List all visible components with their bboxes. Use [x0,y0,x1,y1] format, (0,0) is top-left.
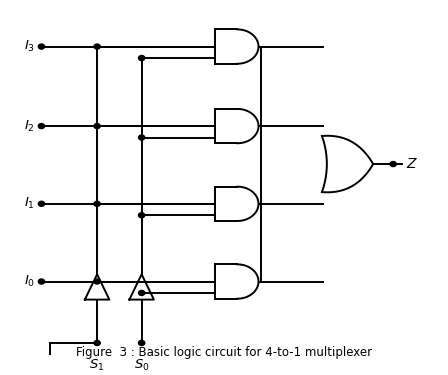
Circle shape [94,201,100,206]
Circle shape [390,162,396,166]
Circle shape [138,56,145,60]
Circle shape [138,213,145,218]
Circle shape [94,279,100,284]
Text: $I_2$: $I_2$ [24,118,35,134]
Circle shape [94,123,100,129]
Text: $I_1$: $I_1$ [24,196,35,211]
Circle shape [39,279,44,284]
Text: $I_0$: $I_0$ [24,274,35,289]
Text: Z: Z [406,157,416,171]
Circle shape [138,290,145,296]
Circle shape [94,44,100,49]
Circle shape [138,340,145,345]
Text: $S_1$: $S_1$ [90,357,105,372]
Text: $S_0$: $S_0$ [134,357,150,372]
Circle shape [94,340,100,345]
Text: $I_3$: $I_3$ [24,39,35,54]
Circle shape [39,201,44,206]
Circle shape [39,44,44,49]
Circle shape [138,135,145,140]
Circle shape [39,123,44,129]
Text: Figure  3 : Basic logic circuit for 4-to-1 multiplexer: Figure 3 : Basic logic circuit for 4-to-… [76,346,372,359]
